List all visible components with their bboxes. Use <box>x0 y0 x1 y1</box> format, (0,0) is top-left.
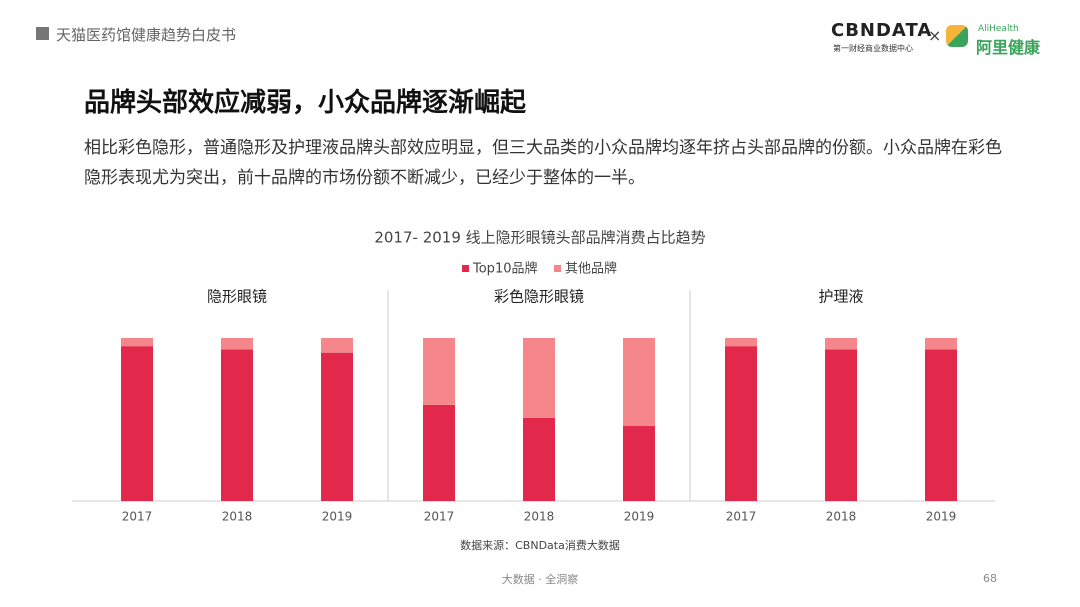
x-tick-label: 2018 <box>524 510 555 524</box>
bar <box>725 338 757 347</box>
bar <box>321 338 353 353</box>
legend-swatch <box>554 265 561 272</box>
chart-title: 2017- 2019 线上隐形眼镜头部品牌消费占比趋势 <box>374 229 705 247</box>
logo-sub: 第一财经商业数据中心 <box>833 44 913 53</box>
partner-icon <box>946 25 968 47</box>
partner-name: 阿里健康 <box>976 38 1041 57</box>
source: 数据来源：CBNData消费大数据 <box>460 538 620 552</box>
bar <box>825 349 857 501</box>
legend-swatch <box>462 265 469 272</box>
panel-title: 隐形眼镜 <box>207 288 267 306</box>
bar <box>925 349 957 501</box>
bar <box>121 338 153 347</box>
x-tick-label: 2017 <box>726 510 757 524</box>
x-tick-label: 2018 <box>826 510 857 524</box>
legend-label: 其他品牌 <box>565 261 617 277</box>
partner-small: AliHealth <box>978 24 1019 34</box>
legend-label: Top10品牌 <box>472 261 537 277</box>
slide-title: 品牌头部效应减弱，小众品牌逐渐崛起 <box>84 88 527 118</box>
header-marker <box>36 27 49 40</box>
bar <box>221 338 253 350</box>
bar <box>623 426 655 501</box>
footer: 大数据 · 全洞察 <box>502 572 579 586</box>
bar <box>121 346 153 501</box>
x-tick-label: 2019 <box>926 510 957 524</box>
panel-title: 彩色隐形眼镜 <box>494 288 584 306</box>
x-tick-label: 2017 <box>122 510 153 524</box>
bar <box>423 404 455 501</box>
x-tick-label: 2018 <box>222 510 253 524</box>
bar <box>925 338 957 350</box>
bar <box>221 349 253 501</box>
logo-times: × <box>928 26 942 45</box>
bar <box>623 338 655 427</box>
bar <box>523 338 555 418</box>
body-text: 相比彩色隐形，普通隐形及护理液品牌头部效应明显，但三大品类的小众品牌均逐年挤占头… <box>84 138 1002 188</box>
bar <box>523 417 555 501</box>
panel-title: 护理液 <box>818 288 863 306</box>
bar <box>725 346 757 501</box>
logo: CBNDATA <box>831 20 933 41</box>
x-tick-label: 2017 <box>424 510 455 524</box>
x-tick-label: 2019 <box>322 510 353 524</box>
section-label: 天猫医药馆健康趋势白皮书 <box>56 26 237 44</box>
page-number: 68 <box>983 572 997 585</box>
bar <box>423 338 455 405</box>
bar <box>321 352 353 501</box>
bar <box>825 338 857 350</box>
x-tick-label: 2019 <box>624 510 655 524</box>
